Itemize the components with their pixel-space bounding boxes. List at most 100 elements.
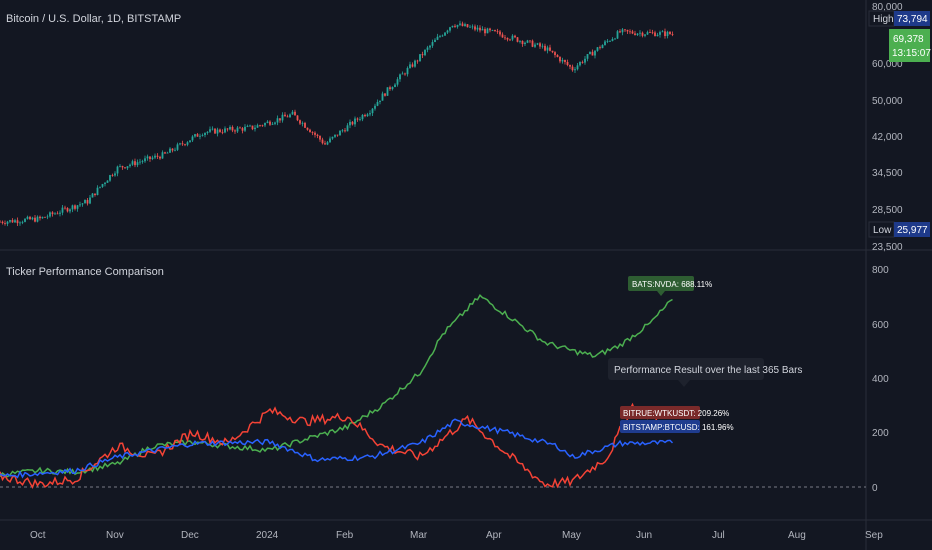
candle-body bbox=[246, 125, 249, 127]
candle-body bbox=[179, 143, 181, 145]
candle-body bbox=[489, 28, 491, 31]
series-line-bitrue-wtkusdt bbox=[0, 402, 674, 489]
candle-body bbox=[464, 24, 466, 27]
candle-body bbox=[301, 122, 304, 124]
candle-body bbox=[101, 184, 104, 187]
candle-body bbox=[66, 208, 69, 212]
candle-body bbox=[189, 140, 191, 143]
candle-body bbox=[621, 29, 624, 33]
candle-body bbox=[234, 130, 236, 132]
candle-body bbox=[516, 37, 519, 42]
candle-body bbox=[391, 87, 394, 90]
candle-body bbox=[129, 164, 131, 167]
candle-body bbox=[79, 204, 81, 206]
candle-body bbox=[371, 108, 374, 114]
indicator-title: Ticker Performance Comparison bbox=[6, 266, 164, 278]
candle-body bbox=[109, 175, 111, 181]
candle-body bbox=[616, 31, 619, 39]
candle-body bbox=[11, 220, 14, 223]
candle-body bbox=[84, 200, 86, 204]
wtk-label: BITRUE:WTKUSDT: 209.26% bbox=[623, 409, 729, 418]
candle-body bbox=[579, 61, 581, 66]
candle-body bbox=[531, 40, 534, 47]
candle-body bbox=[504, 37, 506, 39]
candle-body bbox=[324, 143, 326, 145]
candle-body bbox=[36, 216, 39, 222]
candle-body bbox=[289, 114, 291, 118]
candle-body bbox=[314, 132, 316, 135]
candle-body bbox=[326, 142, 329, 145]
candle-body bbox=[614, 38, 616, 40]
candle-body bbox=[534, 44, 536, 47]
candle-body bbox=[359, 119, 361, 121]
candle-body bbox=[626, 29, 629, 32]
candle-body bbox=[376, 101, 379, 106]
candle-body bbox=[281, 114, 284, 121]
candle-body bbox=[171, 148, 174, 151]
candle-body bbox=[1, 221, 4, 224]
candle-body bbox=[286, 116, 289, 118]
candle-body bbox=[564, 59, 566, 62]
candle-body bbox=[306, 127, 309, 130]
candle-body bbox=[194, 134, 196, 137]
candle-body bbox=[551, 50, 554, 53]
candle-body bbox=[209, 129, 211, 132]
candle-body bbox=[584, 58, 586, 63]
candle-body bbox=[254, 127, 256, 130]
candle-body bbox=[361, 114, 364, 120]
candle-body bbox=[386, 87, 389, 96]
candle-body bbox=[159, 156, 161, 159]
time-label: Dec bbox=[181, 530, 199, 541]
candlestick-series bbox=[0, 20, 674, 227]
tooltip-box bbox=[608, 358, 764, 380]
candle-body bbox=[149, 156, 151, 159]
time-label: 2024 bbox=[256, 530, 279, 541]
tooltip-text: Performance Result over the last 365 Bar… bbox=[614, 365, 802, 376]
candle-body bbox=[644, 34, 646, 36]
candle-body bbox=[54, 213, 56, 215]
candle-body bbox=[409, 64, 411, 69]
candle-body bbox=[549, 47, 551, 51]
candle-body bbox=[4, 223, 6, 224]
time-label: Aug bbox=[788, 530, 806, 541]
candle-body bbox=[14, 220, 16, 223]
btc-label-box bbox=[620, 420, 700, 433]
candle-body bbox=[339, 130, 341, 136]
candle-body bbox=[499, 31, 501, 35]
candle-body bbox=[96, 187, 99, 195]
candle-body bbox=[166, 152, 169, 154]
symbol-title: Bitcoin / U.S. Dollar, 1D, BITSTAMP bbox=[6, 13, 181, 25]
time-label: May bbox=[562, 530, 581, 541]
candle-body bbox=[174, 149, 176, 151]
candle-body bbox=[651, 32, 654, 34]
candle-body bbox=[46, 216, 49, 218]
candle-body bbox=[176, 144, 179, 150]
candle-body bbox=[164, 152, 166, 154]
candle-body bbox=[271, 123, 274, 125]
candle-body bbox=[91, 193, 94, 198]
candle-body bbox=[576, 65, 579, 70]
time-label: Feb bbox=[336, 530, 354, 541]
candle-body bbox=[656, 34, 659, 37]
candle-body bbox=[86, 200, 89, 204]
candle-body bbox=[546, 47, 549, 51]
candle-body bbox=[144, 158, 146, 162]
wtk-label-box bbox=[620, 406, 700, 419]
candle-body bbox=[74, 205, 76, 209]
candle-body bbox=[111, 175, 114, 176]
candle-body bbox=[404, 73, 406, 75]
candle-body bbox=[44, 216, 46, 218]
candle-body bbox=[26, 216, 29, 219]
candle-body bbox=[444, 32, 446, 36]
candle-body bbox=[606, 40, 609, 42]
candle-body bbox=[501, 34, 504, 38]
candle-body bbox=[141, 161, 144, 163]
candle-body bbox=[116, 166, 119, 174]
candle-body bbox=[646, 32, 649, 35]
indicator-tick: 0 bbox=[872, 483, 878, 494]
candle-body bbox=[474, 26, 476, 30]
low-value-badge bbox=[894, 222, 930, 237]
candle-body bbox=[406, 68, 409, 75]
candle-body bbox=[106, 180, 109, 183]
candle-body bbox=[304, 122, 306, 128]
